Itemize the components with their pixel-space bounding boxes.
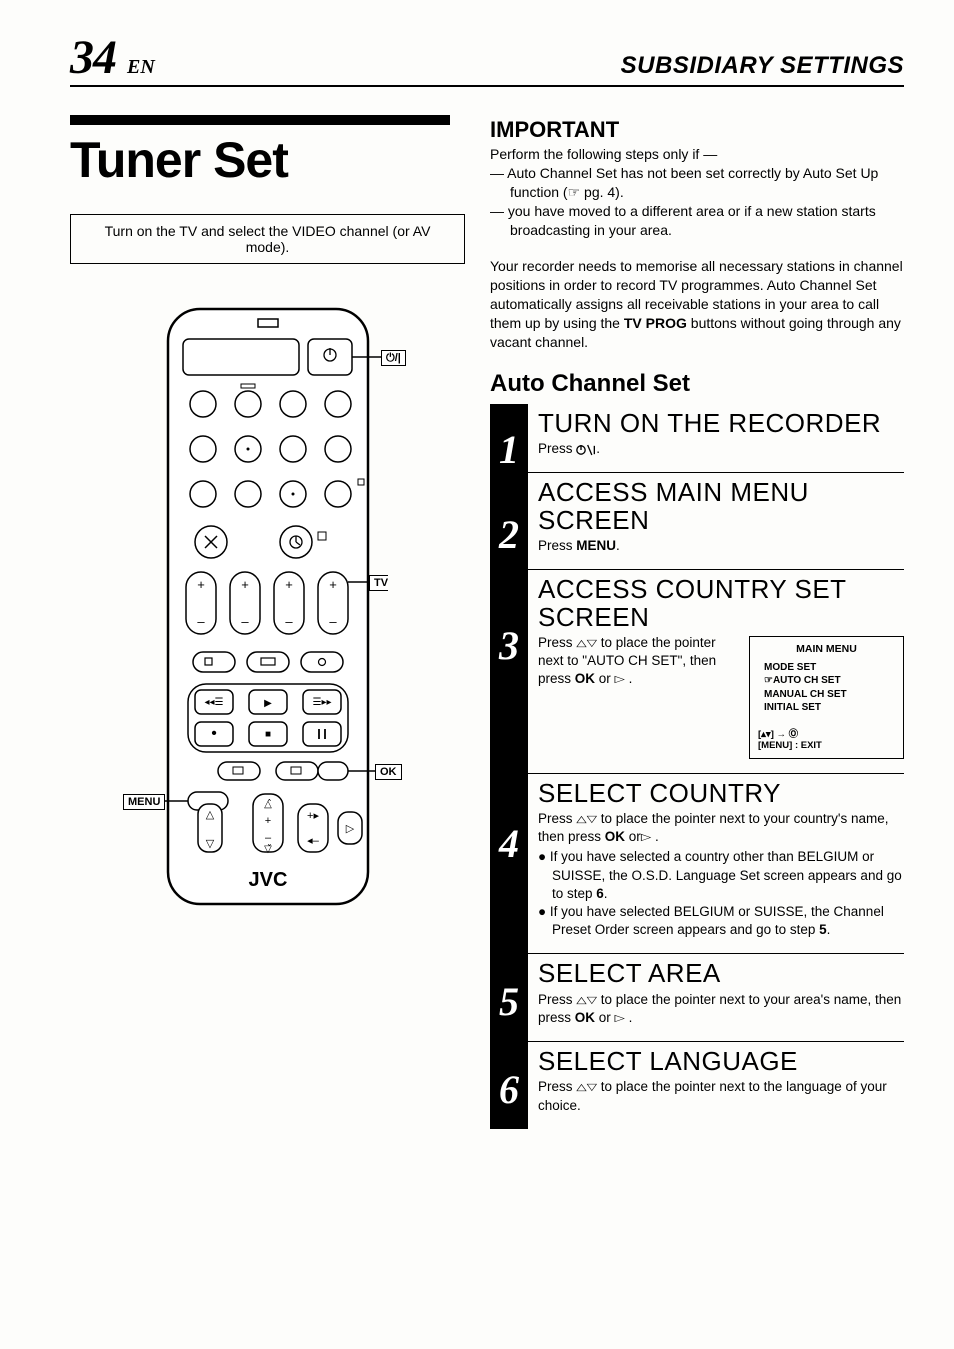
title-rule [70, 115, 450, 125]
page-number: 34 EN [70, 30, 155, 85]
step-number: 6 [490, 1070, 528, 1110]
svg-text:+: + [197, 577, 205, 592]
svg-text:◂◂☰: ◂◂☰ [204, 697, 223, 708]
svg-text:■: ■ [264, 729, 270, 740]
svg-text:•: • [211, 725, 217, 742]
svg-text:–: – [197, 614, 205, 629]
step-title: SELECT COUNTRY [538, 780, 904, 807]
page-number-value: 34 [70, 31, 116, 84]
svg-text:+: + [329, 577, 337, 592]
power-label: ⏻/| [381, 350, 406, 366]
manual-page: 34 EN SUBSIDIARY SETTINGS Tuner Set Turn… [0, 0, 954, 1169]
svg-text:▶: ▶ [264, 698, 272, 709]
page-lang: EN [127, 56, 155, 78]
step-number: 3 [490, 626, 528, 666]
ok-label: OK [375, 764, 402, 780]
svg-text:△: △ [205, 809, 214, 821]
important-heading: IMPORTANT [490, 117, 904, 143]
step-title: SELECT AREA [538, 960, 904, 987]
svg-text:▽̌: ▽̌ [264, 844, 272, 855]
header-title: SUBSIDIARY SETTINGS [621, 52, 904, 80]
step-5: 5SELECT AREAPress △▽ to place the pointe… [528, 954, 904, 1042]
step-title: TURN ON THE RECORDER [538, 410, 904, 437]
step-body: Press . [538, 440, 904, 458]
important-body: Perform the following steps only if — — … [490, 145, 904, 239]
section-heading: Auto Channel Set [490, 370, 904, 398]
step-body: Press △▽ to place the pointer next to th… [538, 1078, 904, 1114]
svg-text:△̂: △̂ [264, 799, 272, 810]
svg-text:☰▸▸: ☰▸▸ [312, 697, 331, 708]
important-item-1: — Auto Channel Set has not been set corr… [490, 164, 904, 202]
step-title: ACCESS MAIN MENU SCREEN [538, 479, 904, 534]
step-6: 6SELECT LANGUAGEPress △▽ to place the po… [528, 1042, 904, 1129]
step-title: ACCESS COUNTRY SET SCREEN [538, 576, 904, 631]
step-number: 4 [490, 824, 528, 864]
menu-label: MENU [123, 794, 165, 810]
brand-text: JVC [248, 869, 287, 891]
remote-illustration: ⏻/| [70, 304, 465, 924]
instruction-box: Turn on the TV and select the VIDEO chan… [70, 214, 465, 264]
step-3: 3ACCESS COUNTRY SET SCREENPress △▽ to pl… [528, 570, 904, 773]
step-body: Press MENU. [538, 537, 904, 555]
intro-paragraph: Your recorder needs to memorise all nece… [490, 257, 904, 351]
right-column: IMPORTANT Perform the following steps on… [490, 97, 904, 1129]
remote-svg: ⏻/| [123, 304, 413, 924]
svg-text:+: + [264, 815, 270, 827]
step-number: 2 [490, 515, 528, 555]
osd-screen: MAIN MENUMODE SET☞AUTO CH SETMANUAL CH S… [749, 636, 904, 759]
page-header: 34 EN SUBSIDIARY SETTINGS [70, 30, 904, 87]
step-body: Press △▽ to place the pointer next to yo… [538, 991, 904, 1027]
step-title: SELECT LANGUAGE [538, 1048, 904, 1075]
main-title: Tuner Set [70, 131, 465, 189]
step-number: 1 [490, 430, 528, 470]
step-body: Press △▽ to place the pointer next to yo… [538, 810, 904, 940]
svg-text:+▸: +▸ [307, 810, 319, 822]
step-2: 2ACCESS MAIN MENU SCREENPress MENU. [528, 473, 904, 570]
step-4: 4SELECT COUNTRYPress △▽ to place the poi… [528, 774, 904, 955]
important-item-2: — you have moved to a different area or … [490, 202, 904, 240]
svg-text:◂–: ◂– [307, 835, 320, 847]
left-column: Tuner Set Turn on the TV and select the … [70, 97, 465, 1129]
svg-text:–: – [264, 832, 271, 844]
svg-text:▷: ▷ [345, 823, 354, 835]
step-1: 1TURN ON THE RECORDERPress . [528, 404, 904, 474]
steps-list: 1 TURN ON THE RECORDER Press . 2ACCESS MAIN… [490, 404, 904, 1129]
svg-text:+: + [285, 577, 293, 592]
svg-text:+: + [241, 577, 249, 592]
tvprog-label: TV PROG [369, 575, 406, 593]
step-body: Press △▽ to place the pointer next to "A… [538, 634, 729, 759]
important-lead: Perform the following steps only if — [490, 145, 904, 164]
step-number: 5 [490, 982, 528, 1022]
svg-text:–: – [329, 614, 337, 629]
svg-text:–: – [285, 614, 293, 629]
svg-text:▽: ▽ [205, 838, 214, 850]
svg-text:–: – [241, 614, 249, 629]
